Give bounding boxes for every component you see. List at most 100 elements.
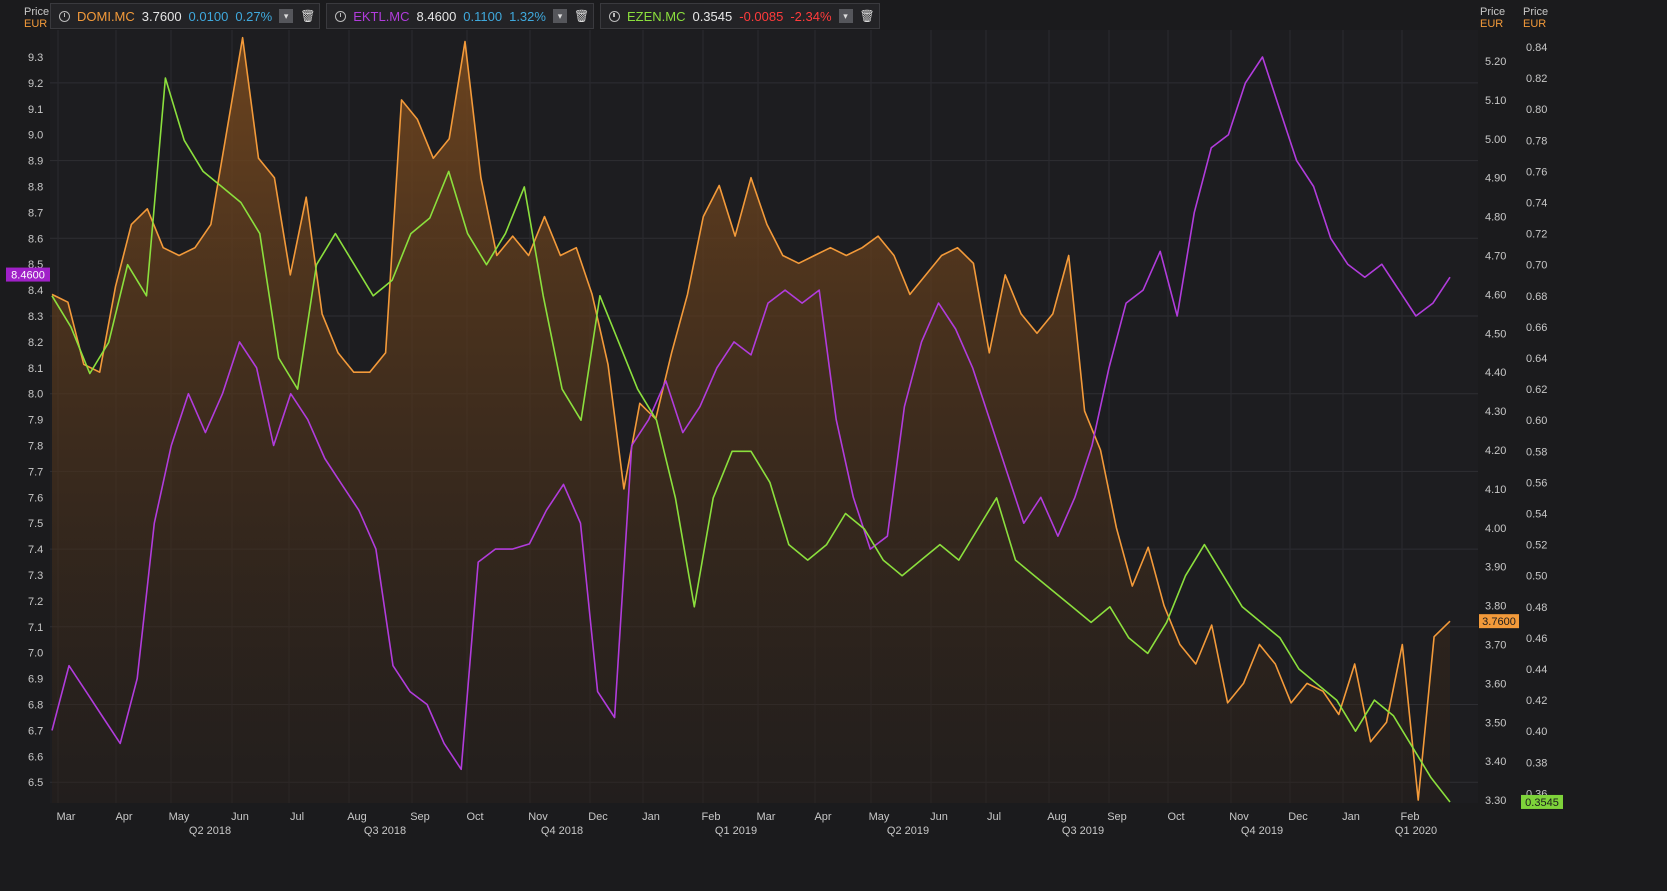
legend-change: 0.1100 — [463, 8, 503, 24]
right2-tick-label: 0.52 — [1526, 540, 1547, 552]
x-tick-label: Nov — [1229, 811, 1249, 823]
right-tick-label: 3.30 — [1485, 795, 1506, 807]
left-tick-label: 8.0 — [28, 389, 43, 401]
right-tick-label: 4.80 — [1485, 212, 1506, 224]
right2-tick-label: 0.74 — [1526, 198, 1547, 210]
left-tick-label: 8.3 — [28, 311, 43, 323]
right2-tick-label: 0.38 — [1526, 757, 1547, 769]
right2-tick-label: 0.58 — [1526, 446, 1547, 458]
legend-chip-ezen[interactable]: EZEN.MC 0.3545 -0.0085 -2.34% ▾ 🗑 — [599, 3, 880, 29]
right-tick-label: 4.00 — [1485, 523, 1506, 535]
last-value-labels: 8.4600 3.7600 0.3545 — [6, 267, 1563, 809]
x-quarter-label: Q1 2019 — [715, 825, 757, 837]
right-tick-label: 3.50 — [1485, 717, 1506, 729]
trash-icon[interactable]: 🗑 — [300, 8, 316, 23]
left-tick-label: 8.1 — [28, 363, 43, 375]
x-tick-label: Jun — [930, 811, 948, 823]
x-quarter-label: Q3 2019 — [1062, 825, 1104, 837]
x-quarter-label: Q1 2020 — [1395, 825, 1437, 837]
left-tick-label: 9.3 — [28, 52, 43, 64]
right2-axis-unit: EUR — [1523, 18, 1546, 30]
legend-price: 3.7600 — [141, 8, 182, 24]
left-tick-label: 8.6 — [28, 233, 43, 245]
right2-tick-label: 0.66 — [1526, 322, 1547, 334]
area-layer — [52, 37, 1450, 803]
right2-tick-label: 0.62 — [1526, 384, 1547, 396]
legend-change: 0.0100 — [188, 8, 229, 24]
left-tick-label: 8.2 — [28, 337, 43, 349]
series-line-EKTL.MC — [51, 56, 1451, 771]
x-tick-label: Feb — [702, 811, 721, 823]
right2-tick-label: 0.50 — [1526, 571, 1547, 583]
right-tick-label: 3.70 — [1485, 640, 1506, 652]
left-tick-label: 9.1 — [28, 104, 43, 116]
chevron-down-icon[interactable]: ▾ — [838, 9, 853, 23]
right2-tick-label: 0.60 — [1526, 415, 1547, 427]
series-lines — [51, 36, 1451, 803]
left-tick-label: 7.1 — [28, 622, 43, 634]
right2-tick-label: 0.70 — [1526, 260, 1547, 272]
right2-tick-label: 0.42 — [1526, 695, 1547, 707]
x-tick-label: Mar — [757, 811, 776, 823]
x-tick-label: Aug — [1047, 811, 1067, 823]
legend-symbol: DOMI.MC — [77, 8, 135, 24]
x-quarter-label: Q2 2018 — [189, 825, 231, 837]
x-tick-label: Mar — [57, 811, 76, 823]
left-axis-title: Price — [24, 6, 49, 18]
left-tick-label: 8.7 — [28, 207, 43, 219]
x-tick-label: Jan — [1342, 811, 1360, 823]
right-tick-label: 4.70 — [1485, 251, 1506, 263]
legend-price: 8.4600 — [416, 8, 457, 24]
x-tick-label: Apr — [814, 811, 831, 823]
left-axis: PriceEUR9.39.29.19.08.98.88.78.68.58.48.… — [24, 6, 49, 789]
legend-price: 0.3545 — [692, 8, 733, 24]
legend-symbol: EZEN.MC — [626, 8, 686, 24]
trash-icon[interactable]: 🗑 — [859, 8, 875, 23]
right-tick-label: 4.30 — [1485, 406, 1506, 418]
legend-change-pct: -2.34% — [790, 8, 832, 24]
right-tick-label: 4.10 — [1485, 484, 1506, 496]
right-tick-label: 4.40 — [1485, 367, 1506, 379]
right-tick-label: 4.90 — [1485, 173, 1506, 185]
series-line-DOMI.MC — [51, 36, 1451, 801]
left-tick-label: 8.9 — [28, 156, 43, 168]
right-tick-label: 4.50 — [1485, 328, 1506, 340]
left-tick-label: 7.3 — [28, 570, 43, 582]
x-tick-label: Dec — [588, 811, 608, 823]
right2-tick-label: 0.82 — [1526, 73, 1547, 85]
right2-tick-label: 0.68 — [1526, 291, 1547, 303]
x-tick-label: May — [869, 811, 890, 823]
legend-bar: DOMI.MC 3.7600 0.0100 0.27% ▾ 🗑 EKTL.MC … — [50, 3, 880, 29]
legend-change: -0.0085 — [739, 8, 784, 24]
x-tick-label: Jan — [642, 811, 660, 823]
clock-icon — [608, 10, 620, 22]
x-tick-label: Oct — [466, 811, 483, 823]
left-tick-label: 9.0 — [28, 130, 43, 142]
right-last-value-label: 3.7600 — [1482, 616, 1516, 628]
trash-icon[interactable]: 🗑 — [573, 8, 590, 23]
x-quarter-label: Q2 2019 — [887, 825, 929, 837]
right-tick-label: 5.10 — [1485, 95, 1506, 107]
right2-tick-label: 0.54 — [1526, 509, 1547, 521]
x-tick-label: Oct — [1167, 811, 1184, 823]
x-tick-label: Jul — [290, 811, 304, 823]
left-tick-label: 9.2 — [28, 78, 43, 90]
x-tick-label: Jul — [987, 811, 1001, 823]
right2-tick-label: 0.40 — [1526, 726, 1547, 738]
x-quarter-label: Q3 2018 — [364, 825, 406, 837]
legend-chip-domi[interactable]: DOMI.MC 3.7600 0.0100 0.27% ▾ 🗑 — [50, 3, 321, 29]
right2-tick-label: 0.78 — [1526, 135, 1547, 147]
right2-tick-label: 0.84 — [1526, 42, 1547, 54]
right2-tick-label: 0.44 — [1526, 664, 1547, 676]
left-tick-label: 6.5 — [28, 777, 43, 789]
chevron-down-icon[interactable]: ▾ — [552, 9, 567, 23]
right-tick-label: 4.60 — [1485, 289, 1506, 301]
right2-last-value-label-bg — [1521, 794, 1563, 809]
left-tick-label: 7.7 — [28, 466, 43, 478]
x-quarter-label: Q4 2018 — [541, 825, 583, 837]
chevron-down-icon[interactable]: ▾ — [279, 9, 294, 23]
legend-chip-ektl[interactable]: EKTL.MC 8.4600 0.1100 1.32% ▾ 🗑 — [326, 3, 594, 29]
x-tick-label: Dec — [1288, 811, 1308, 823]
right-axis-title: Price — [1480, 6, 1505, 18]
